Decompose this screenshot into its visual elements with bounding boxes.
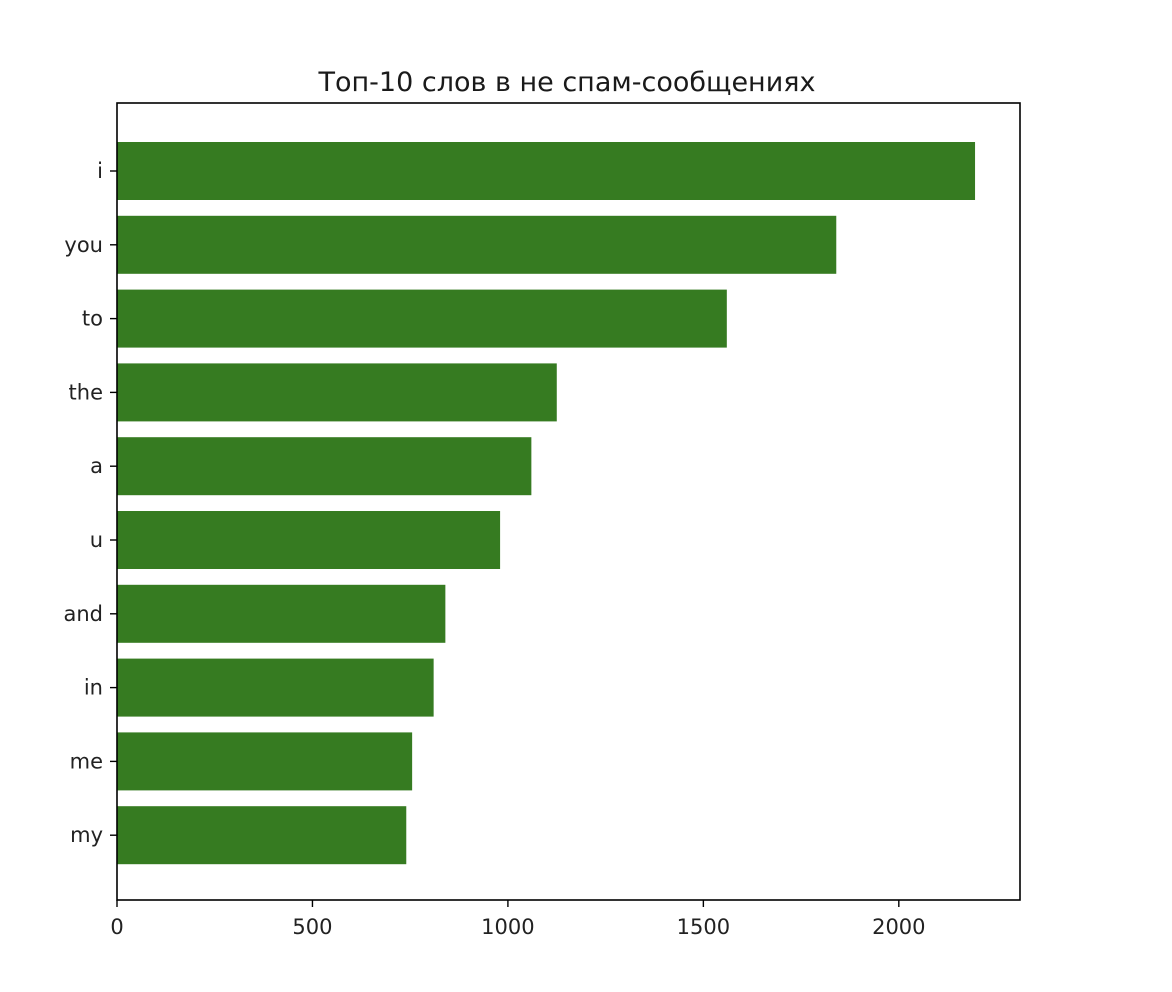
bar-u [117,511,501,569]
y-tick-label: u [90,528,103,552]
y-tick-label: me [70,749,103,773]
x-tick-label: 1500 [677,915,730,939]
bar-and [117,584,446,643]
x-axis-ticks: 0 500 1000 1500 2000 [110,900,926,939]
bar-a [117,437,532,496]
x-tick-label: 1000 [481,915,534,939]
bar-in [117,658,434,717]
y-tick-label: to [82,307,103,331]
bars-layer [117,142,976,865]
y-tick-label: you [64,233,103,257]
bar-the [117,363,557,422]
bar-to [117,289,727,348]
x-tick-label: 500 [292,915,332,939]
y-tick-label: a [90,454,103,478]
chart-title: Топ-10 слов в не спам-сообщениях [318,67,816,98]
bar-my [117,806,407,865]
plot-area-frame [116,102,1021,901]
bar-me [117,732,413,791]
x-tick-label: 0 [110,915,123,939]
bar-i [117,142,976,200]
x-tick-label: 2000 [872,915,925,939]
y-axis-ticks: i you to the a u and in me my [63,159,117,847]
y-tick-label: the [69,380,103,404]
y-tick-label: i [97,159,103,183]
y-tick-label: in [84,676,103,700]
y-tick-label: my [70,823,103,847]
y-tick-label: and [63,602,103,626]
bar-you [117,215,837,274]
